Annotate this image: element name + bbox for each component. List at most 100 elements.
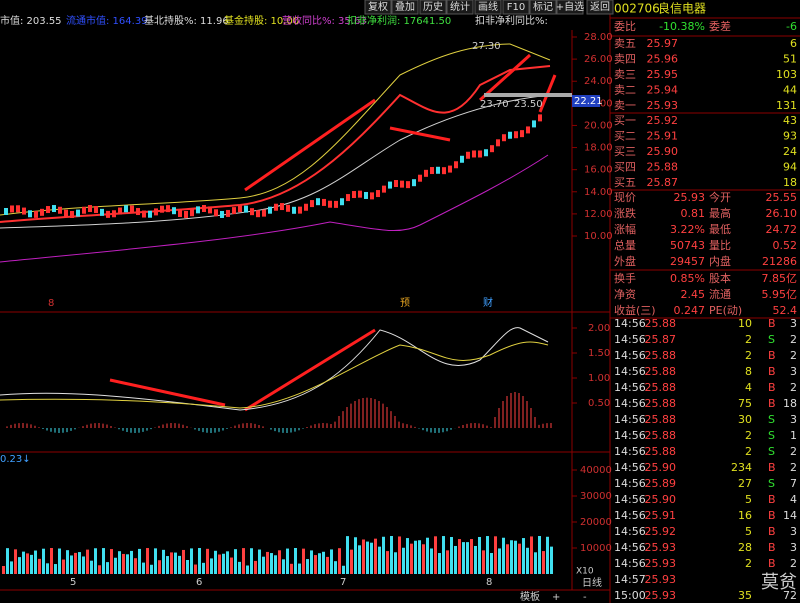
macd-lines <box>0 327 549 411</box>
candle <box>358 190 362 198</box>
toolbar-button[interactable] <box>391 0 419 15</box>
candle <box>106 210 110 218</box>
candle <box>436 166 440 174</box>
volume-bar <box>490 553 493 574</box>
tick-side: S <box>768 333 775 346</box>
tick-vol: 2 <box>745 445 752 458</box>
bottom-button[interactable]: 日线 <box>582 576 602 589</box>
tick-price: 25.88 <box>645 365 677 378</box>
volume-bar <box>326 556 329 574</box>
order-volume: 6 <box>790 37 797 50</box>
tick-price: 25.88 <box>645 429 677 442</box>
tick-side: B <box>768 365 776 378</box>
toolbar-label[interactable]: +自选 <box>556 0 584 13</box>
histogram <box>2 114 553 574</box>
tick-price: 25.90 <box>645 493 677 506</box>
tick-price: 25.93 <box>645 557 677 570</box>
volume-bar <box>538 536 541 574</box>
toolbar-label[interactable]: 画线 <box>478 0 498 13</box>
order-volume: 94 <box>783 161 797 174</box>
bottom-button[interactable]: - <box>583 592 587 603</box>
quote-label: 涨跌 <box>614 206 636 220</box>
toolbar-label[interactable]: 复权 <box>368 0 388 13</box>
toolbar-label[interactable]: 历史 <box>423 1 443 13</box>
volume-bar <box>470 539 473 574</box>
price-tick: 26.00 <box>584 54 613 65</box>
order-price: 25.93 <box>647 99 679 112</box>
toolbar-label[interactable]: 标记 <box>533 1 553 13</box>
header-stat: 营收同比%: 35.63 <box>282 14 367 27</box>
volume-indicator: 0.23↓ <box>0 454 31 465</box>
candle <box>112 210 116 218</box>
volume-bar <box>350 549 353 574</box>
toolbar-button[interactable] <box>419 0 447 15</box>
volume-bar <box>502 537 505 574</box>
volume-bar <box>114 557 117 574</box>
toolbar-button[interactable] <box>502 0 530 15</box>
candle <box>232 207 236 215</box>
order-price: 25.91 <box>647 130 679 143</box>
tick-time: 14:56 <box>614 381 646 394</box>
candle <box>454 161 458 169</box>
toolbar-label[interactable]: F10 <box>507 2 525 13</box>
volume-bar <box>190 548 193 574</box>
candle <box>466 151 470 159</box>
volume-bar <box>526 547 529 574</box>
volume-bar <box>282 559 285 574</box>
current-price-box <box>572 95 600 108</box>
tick-side: B <box>768 541 776 554</box>
candle <box>526 126 530 134</box>
macd-tick: 1.50 <box>588 348 610 359</box>
header-stat: 市值: 203.55 <box>0 14 62 27</box>
tick-vol: 10 <box>738 317 752 330</box>
candle <box>496 139 500 147</box>
candle <box>130 205 134 213</box>
toolbar-button[interactable] <box>556 0 584 15</box>
event-marker: 财 <box>483 296 493 309</box>
toolbar-label[interactable]: 返回 <box>590 1 610 13</box>
bottom-button[interactable]: + <box>552 592 560 603</box>
volume-bar <box>154 548 157 574</box>
volume-bar <box>98 565 101 574</box>
event-marker: 预 <box>400 297 410 309</box>
toolbar-button[interactable] <box>446 0 474 15</box>
toolbar-button[interactable] <box>586 0 614 15</box>
candle <box>34 210 38 218</box>
volume-bar <box>422 544 425 574</box>
volume-bar <box>410 543 413 574</box>
price-tick: 14.00 <box>584 187 613 198</box>
volume-bar <box>446 550 449 574</box>
volume-bar <box>466 542 469 574</box>
tick-count: 3 <box>790 541 797 554</box>
volume-bar <box>454 545 457 574</box>
toolbar-label[interactable]: 叠加 <box>395 1 415 13</box>
volume-bar <box>314 555 317 574</box>
volume-bar <box>298 563 301 574</box>
volume-bar <box>522 538 525 574</box>
candle <box>412 179 416 187</box>
toolbar-button[interactable] <box>364 0 392 15</box>
order-volume: 131 <box>776 99 797 112</box>
volume-bar <box>174 552 177 574</box>
tick-vol: 75 <box>738 397 752 410</box>
candle <box>520 130 524 138</box>
order-volume: 18 <box>783 176 797 189</box>
tick-vol: 2 <box>745 557 752 570</box>
volume-bar <box>110 549 113 574</box>
quote-value: 21286 <box>762 255 797 268</box>
price-note: 27.30 <box>472 41 501 52</box>
tick-vol: 5 <box>745 525 752 538</box>
bottom-button[interactable]: 模板 <box>520 590 540 603</box>
volume-bar <box>498 548 501 574</box>
toolbar-button[interactable] <box>474 0 502 15</box>
quote-value: 0.85% <box>670 272 705 285</box>
tick-side: B <box>768 381 776 394</box>
quote-value: -6 <box>786 20 797 33</box>
toolbar-label[interactable]: 统计 <box>450 0 470 13</box>
volume-bar <box>162 549 165 574</box>
toolbar-button[interactable] <box>529 0 557 15</box>
tick-side: B <box>768 525 776 538</box>
candle <box>88 205 92 213</box>
volume-bar <box>214 550 217 574</box>
